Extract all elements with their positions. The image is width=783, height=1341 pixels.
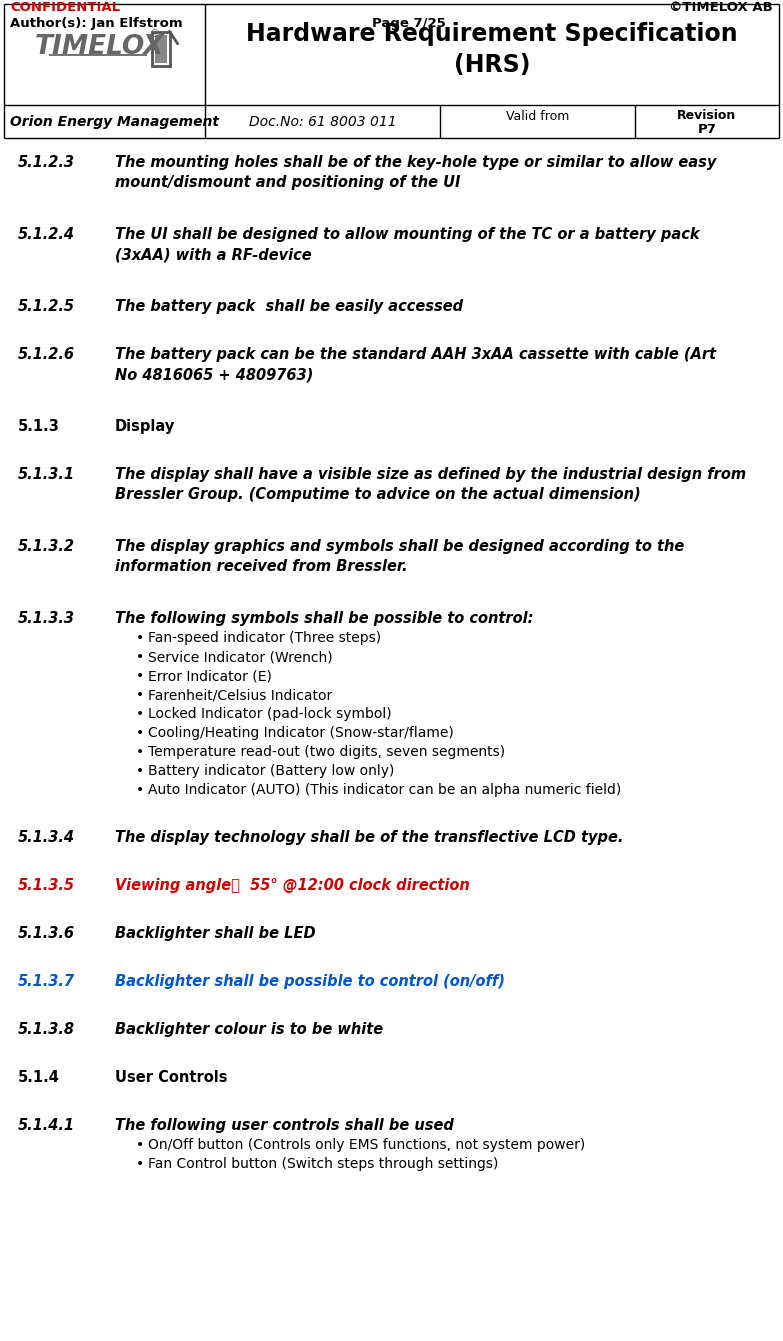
- Text: No 4816065 + 4809763): No 4816065 + 4809763): [115, 367, 313, 382]
- Text: 5.1.3.5: 5.1.3.5: [18, 878, 75, 893]
- Text: 5.1.3: 5.1.3: [18, 418, 60, 434]
- Text: Fan Control button (Switch steps through settings): Fan Control button (Switch steps through…: [148, 1157, 498, 1171]
- Text: Backlighter colour is to be white: Backlighter colour is to be white: [115, 1022, 383, 1037]
- Text: The battery pack can be the standard AAH 3xAA cassette with cable (Art: The battery pack can be the standard AAH…: [115, 347, 716, 362]
- Text: Backlighter shall be possible to control (on/off): Backlighter shall be possible to control…: [115, 974, 505, 990]
- Text: TIMELOX: TIMELOX: [34, 34, 164, 59]
- Text: Viewing angle：  55° @12:00 clock direction: Viewing angle： 55° @12:00 clock directio…: [115, 878, 470, 893]
- Text: Backlighter shall be LED: Backlighter shall be LED: [115, 927, 316, 941]
- Text: The display shall have a visible size as defined by the industrial design from: The display shall have a visible size as…: [115, 467, 746, 481]
- Text: 5.1.3.8: 5.1.3.8: [18, 1022, 75, 1037]
- Text: Farenheit/Celsius Indicator: Farenheit/Celsius Indicator: [148, 688, 332, 701]
- Text: Page 7/25: Page 7/25: [371, 17, 446, 30]
- Text: •: •: [136, 764, 144, 778]
- Bar: [154, 35, 167, 63]
- Text: Orion Energy Management: Orion Energy Management: [10, 114, 219, 129]
- Text: 5.1.3.1: 5.1.3.1: [18, 467, 75, 481]
- Text: Valid from: Valid from: [506, 110, 569, 123]
- Text: Auto Indicator (AUTO) (This indicator can be an alpha numeric field): Auto Indicator (AUTO) (This indicator ca…: [148, 783, 621, 797]
- Text: 5.1.3.2: 5.1.3.2: [18, 539, 75, 554]
- Text: 5.1.3.4: 5.1.3.4: [18, 830, 75, 845]
- Text: The display graphics and symbols shall be designed according to the: The display graphics and symbols shall b…: [115, 539, 684, 554]
- Text: •: •: [136, 783, 144, 797]
- Text: The display technology shall be of the transflective LCD type.: The display technology shall be of the t…: [115, 830, 623, 845]
- Text: •: •: [136, 707, 144, 721]
- Text: On/Off button (Controls only EMS functions, not system power): On/Off button (Controls only EMS functio…: [148, 1139, 585, 1152]
- Text: Hardware Requirement Specification
(HRS): Hardware Requirement Specification (HRS): [246, 21, 738, 78]
- Text: •: •: [136, 1157, 144, 1171]
- Text: The following user controls shall be used: The following user controls shall be use…: [115, 1118, 454, 1133]
- Text: Doc.No: 61 8003 011: Doc.No: 61 8003 011: [249, 114, 396, 129]
- Text: User Controls: User Controls: [115, 1070, 228, 1085]
- Text: Author(s): Jan Elfstrom: Author(s): Jan Elfstrom: [10, 17, 182, 30]
- Text: mount/dismount and positioning of the UI: mount/dismount and positioning of the UI: [115, 174, 460, 190]
- Text: P7: P7: [698, 123, 716, 135]
- Text: 5.1.4.1: 5.1.4.1: [18, 1118, 75, 1133]
- Text: Cooling/Heating Indicator (Snow-star/flame): Cooling/Heating Indicator (Snow-star/fla…: [148, 725, 454, 740]
- Text: 5.1.2.6: 5.1.2.6: [18, 347, 75, 362]
- Text: Revision: Revision: [677, 109, 737, 122]
- Text: •: •: [136, 669, 144, 683]
- Text: 5.1.3.3: 5.1.3.3: [18, 611, 75, 626]
- Text: The following symbols shall be possible to control:: The following symbols shall be possible …: [115, 611, 533, 626]
- Text: 5.1.4: 5.1.4: [18, 1070, 60, 1085]
- Text: •: •: [136, 688, 144, 701]
- Text: Fan-speed indicator (Three steps): Fan-speed indicator (Three steps): [148, 632, 381, 645]
- Text: Locked Indicator (pad-lock symbol): Locked Indicator (pad-lock symbol): [148, 707, 392, 721]
- Text: ©TIMELOX AB: ©TIMELOX AB: [669, 1, 773, 13]
- Text: Bressler Group. (Computime to advice on the actual dimension): Bressler Group. (Computime to advice on …: [115, 487, 640, 502]
- Text: The battery pack  shall be easily accessed: The battery pack shall be easily accesse…: [115, 299, 463, 314]
- Text: •: •: [136, 746, 144, 759]
- Text: 5.1.2.5: 5.1.2.5: [18, 299, 75, 314]
- Text: •: •: [136, 632, 144, 645]
- Text: Error Indicator (E): Error Indicator (E): [148, 669, 272, 683]
- Text: information received from Bressler.: information received from Bressler.: [115, 559, 407, 574]
- Text: ®: ®: [150, 30, 159, 39]
- Text: •: •: [136, 650, 144, 664]
- Text: 5.1.3.6: 5.1.3.6: [18, 927, 75, 941]
- Text: 5.1.2.3: 5.1.2.3: [18, 156, 75, 170]
- Text: Temperature read-out (two digits, seven segments): Temperature read-out (two digits, seven …: [148, 746, 505, 759]
- Text: Display: Display: [115, 418, 175, 434]
- Text: •: •: [136, 1139, 144, 1152]
- Text: 5.1.3.7: 5.1.3.7: [18, 974, 75, 990]
- Text: The UI shall be designed to allow mounting of the TC or a battery pack: The UI shall be designed to allow mounti…: [115, 227, 700, 241]
- Text: Battery indicator (Battery low only): Battery indicator (Battery low only): [148, 764, 395, 778]
- Text: (3xAA) with a RF-device: (3xAA) with a RF-device: [115, 247, 312, 261]
- Bar: [151, 31, 169, 66]
- Text: CONFIDENTIAL: CONFIDENTIAL: [10, 1, 120, 13]
- Text: Service Indicator (Wrench): Service Indicator (Wrench): [148, 650, 333, 664]
- Text: The mounting holes shall be of the key-hole type or similar to allow easy: The mounting holes shall be of the key-h…: [115, 156, 716, 170]
- Text: 5.1.2.4: 5.1.2.4: [18, 227, 75, 241]
- Text: •: •: [136, 725, 144, 740]
